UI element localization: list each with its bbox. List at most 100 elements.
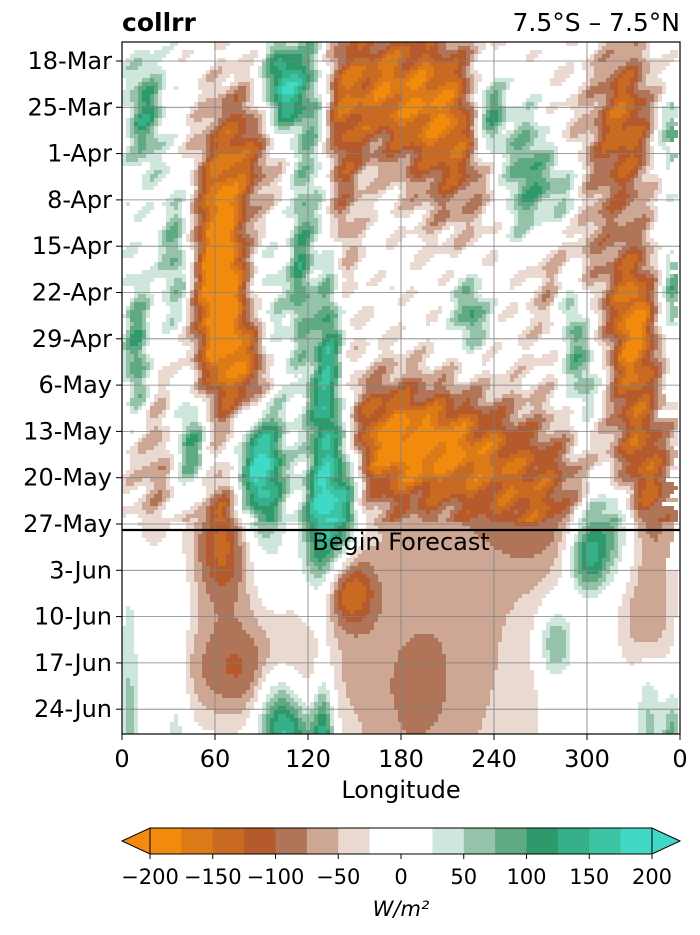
contour-cell (238, 210, 242, 214)
contour-cell (198, 178, 202, 182)
contour-cell (194, 250, 198, 254)
contour-cell (534, 182, 538, 186)
contour-cell (130, 390, 134, 394)
contour-cell (250, 86, 254, 90)
contour-cell (382, 142, 386, 146)
contour-cell (386, 406, 426, 410)
contour-cell (218, 130, 226, 134)
contour-cell (250, 194, 274, 198)
contour-cell (162, 230, 166, 234)
contour-cell (518, 450, 530, 454)
contour-cell (566, 290, 574, 294)
contour-cell (338, 110, 350, 114)
contour-cell (142, 174, 150, 178)
contour-cell (262, 214, 266, 218)
contour-cell (670, 286, 674, 290)
contour-cell (162, 110, 166, 114)
contour-cell (666, 126, 670, 130)
contour-cell (466, 350, 474, 354)
contour-cell (590, 442, 610, 446)
contour-cell (254, 338, 258, 342)
contour-cell (410, 434, 462, 438)
contour-cell (334, 354, 338, 358)
contour-cell (618, 190, 626, 194)
contour-cell (250, 94, 254, 98)
contour-cell (654, 194, 658, 198)
contour-cell (542, 414, 554, 418)
contour-cell (646, 430, 662, 434)
contour-cell (594, 74, 610, 78)
contour-cell (518, 218, 534, 222)
contour-cell (586, 270, 590, 274)
contour-cell (190, 126, 206, 130)
contour-cell (474, 78, 482, 82)
contour-cell (622, 318, 626, 322)
contour-cell (250, 250, 254, 254)
contour-cell (654, 398, 658, 402)
contour-cell (610, 282, 614, 286)
contour-cell (138, 446, 154, 450)
contour-cell (350, 430, 354, 434)
contour-cell (442, 374, 446, 378)
contour-cell (334, 410, 338, 414)
contour-cell (322, 282, 330, 286)
contour-cell (374, 442, 382, 446)
contour-cell (302, 118, 318, 122)
contour-cell (422, 82, 426, 86)
contour-cell (410, 78, 426, 82)
contour-cell (482, 438, 502, 442)
contour-cell (126, 354, 134, 358)
contour-cell (542, 290, 546, 294)
contour-cell (670, 138, 674, 142)
contour-cell (194, 294, 198, 298)
contour-cell (198, 78, 206, 82)
contour-cell (666, 102, 670, 106)
contour-cell (354, 338, 366, 342)
contour-cell (498, 314, 514, 318)
contour-cell (190, 114, 222, 118)
contour-cell (642, 50, 650, 54)
contour-cell (186, 298, 190, 302)
contour-cell (278, 430, 282, 434)
contour-cell (390, 414, 394, 418)
contour-cell (562, 242, 586, 246)
contour-cell (606, 98, 610, 102)
contour-cell (622, 254, 626, 258)
contour-cell (582, 334, 586, 338)
contour-cell (654, 94, 658, 98)
contour-cell (206, 194, 214, 198)
contour-cell (658, 282, 662, 286)
contour-cell (610, 86, 618, 90)
contour-cell (450, 122, 458, 126)
contour-cell (158, 138, 174, 142)
contour-cell (626, 398, 638, 402)
contour-cell (566, 450, 570, 454)
contour-cell (270, 382, 274, 386)
contour-cell (310, 294, 322, 298)
contour-cell (298, 82, 302, 86)
contour-cell (186, 330, 190, 334)
contour-cell (330, 418, 338, 422)
contour-cell (534, 210, 554, 214)
contour-cell (226, 438, 230, 442)
contour-cell (362, 386, 366, 390)
contour-cell (218, 374, 226, 378)
contour-cell (506, 410, 514, 414)
contour-cell (130, 310, 142, 314)
contour-cell (130, 402, 142, 406)
contour-cell (202, 266, 230, 270)
contour-cell (510, 366, 518, 370)
contour-cell (534, 162, 542, 166)
contour-cell (638, 158, 642, 162)
contour-cell (634, 402, 638, 406)
contour-cell (510, 190, 518, 194)
contour-cell (610, 286, 614, 290)
contour-cell (654, 274, 658, 278)
contour-cell (610, 302, 634, 306)
contour-cell (550, 174, 566, 178)
contour-cell (626, 70, 634, 74)
contour-cell (530, 318, 550, 322)
contour-cell (298, 166, 302, 170)
contour-cell (186, 118, 194, 122)
contour-cell (354, 346, 358, 350)
